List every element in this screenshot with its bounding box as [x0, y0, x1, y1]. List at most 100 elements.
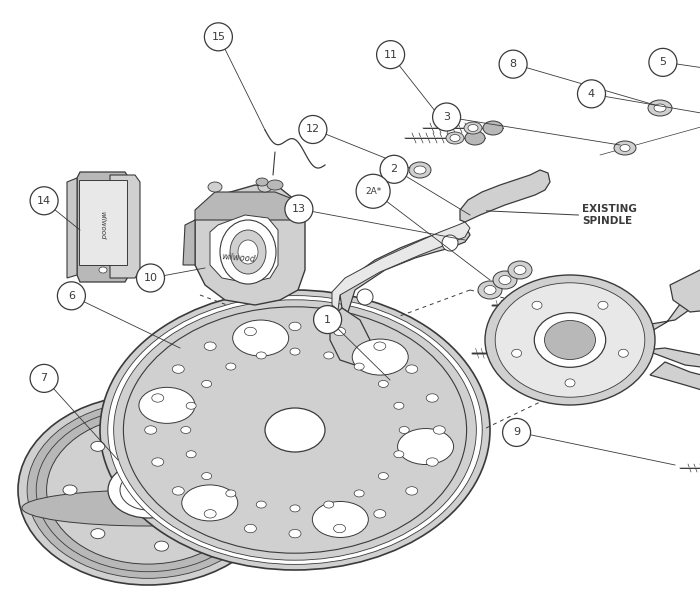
Ellipse shape [256, 501, 266, 508]
Ellipse shape [446, 132, 464, 144]
Ellipse shape [258, 182, 272, 192]
Ellipse shape [618, 349, 629, 357]
Circle shape [285, 195, 313, 223]
Ellipse shape [398, 428, 454, 465]
Ellipse shape [508, 261, 532, 279]
Circle shape [499, 50, 527, 78]
Ellipse shape [204, 342, 216, 350]
Circle shape [30, 187, 58, 215]
Ellipse shape [468, 125, 478, 131]
Ellipse shape [654, 104, 666, 112]
Circle shape [357, 289, 373, 305]
Ellipse shape [22, 490, 274, 526]
Text: 13: 13 [292, 204, 306, 214]
Ellipse shape [202, 380, 211, 387]
Ellipse shape [208, 182, 222, 192]
Ellipse shape [123, 307, 467, 553]
Ellipse shape [226, 363, 236, 370]
Ellipse shape [289, 322, 301, 331]
Ellipse shape [374, 342, 386, 350]
Ellipse shape [186, 402, 196, 409]
Ellipse shape [394, 451, 404, 458]
Ellipse shape [63, 485, 77, 495]
Ellipse shape [202, 473, 211, 479]
Ellipse shape [152, 458, 164, 466]
Text: 10: 10 [144, 273, 158, 283]
Ellipse shape [399, 426, 409, 434]
Ellipse shape [152, 394, 164, 402]
Ellipse shape [265, 408, 325, 452]
Ellipse shape [323, 501, 334, 508]
Circle shape [380, 155, 408, 184]
Ellipse shape [181, 426, 191, 434]
Ellipse shape [512, 349, 522, 357]
Ellipse shape [47, 416, 249, 564]
Ellipse shape [18, 395, 278, 585]
Ellipse shape [394, 402, 404, 409]
Ellipse shape [493, 271, 517, 289]
Circle shape [503, 418, 531, 447]
Polygon shape [183, 220, 195, 265]
Ellipse shape [334, 525, 346, 533]
Circle shape [204, 23, 232, 51]
Circle shape [433, 103, 461, 131]
Text: 2: 2 [391, 165, 398, 174]
Ellipse shape [354, 490, 364, 497]
Ellipse shape [232, 320, 288, 356]
Ellipse shape [238, 240, 258, 264]
Text: 11: 11 [384, 50, 398, 59]
Ellipse shape [256, 352, 266, 359]
Ellipse shape [209, 513, 223, 523]
Ellipse shape [290, 505, 300, 512]
Ellipse shape [354, 363, 364, 370]
Text: wilwood: wilwood [220, 252, 256, 264]
Polygon shape [110, 175, 140, 278]
Ellipse shape [267, 180, 283, 190]
Ellipse shape [91, 529, 105, 539]
Text: 8: 8 [510, 59, 517, 69]
Circle shape [299, 115, 327, 144]
Ellipse shape [155, 429, 169, 439]
Ellipse shape [598, 301, 608, 309]
Text: 2A*: 2A* [365, 187, 382, 196]
Ellipse shape [36, 408, 260, 571]
Ellipse shape [256, 178, 268, 186]
Text: 3: 3 [443, 112, 450, 122]
Ellipse shape [514, 266, 526, 274]
Circle shape [377, 40, 405, 69]
Ellipse shape [378, 473, 388, 479]
Ellipse shape [113, 300, 476, 560]
Ellipse shape [155, 541, 169, 551]
Ellipse shape [534, 312, 606, 367]
Ellipse shape [409, 162, 431, 178]
Ellipse shape [204, 510, 216, 518]
Polygon shape [195, 185, 305, 305]
Circle shape [136, 264, 164, 292]
Text: 7: 7 [41, 374, 48, 383]
Ellipse shape [450, 134, 460, 141]
Polygon shape [645, 225, 700, 332]
Ellipse shape [532, 301, 542, 309]
Circle shape [57, 282, 85, 310]
Polygon shape [77, 172, 129, 282]
Ellipse shape [120, 470, 176, 510]
Text: wilwood: wilwood [99, 211, 105, 239]
Circle shape [30, 364, 58, 393]
Ellipse shape [485, 275, 655, 405]
Text: 4: 4 [588, 89, 595, 99]
Text: 6: 6 [68, 291, 75, 301]
Circle shape [578, 80, 606, 108]
Text: 9: 9 [513, 428, 520, 437]
Circle shape [314, 305, 342, 334]
Polygon shape [670, 265, 700, 312]
Polygon shape [67, 178, 77, 278]
Polygon shape [650, 362, 700, 415]
Circle shape [356, 174, 390, 208]
Text: 15: 15 [211, 32, 225, 42]
Ellipse shape [244, 525, 256, 533]
Text: EXISTING
SPINDLE: EXISTING SPINDLE [582, 204, 637, 226]
Ellipse shape [484, 286, 496, 295]
Text: 14: 14 [37, 196, 51, 206]
Ellipse shape [27, 402, 269, 579]
Ellipse shape [99, 267, 107, 273]
